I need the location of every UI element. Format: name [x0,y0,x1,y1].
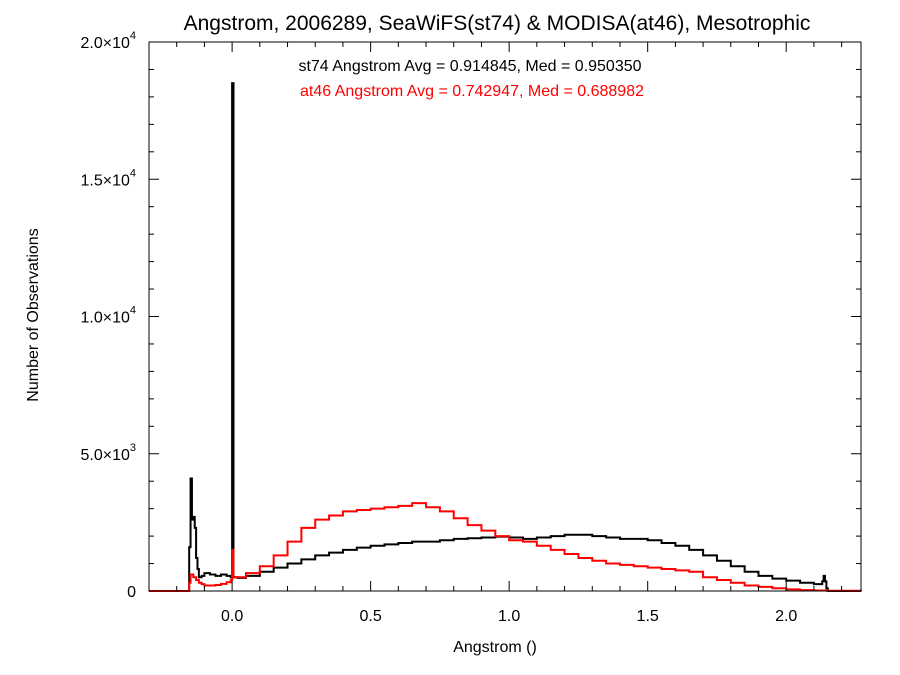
x-tick-label: 0.0 [221,608,243,625]
chart-title: Angstrom, 2006289, SeaWiFS(st74) & MODIS… [184,12,811,35]
annotation-st74: st74 Angstrom Avg = 0.914845, Med = 0.95… [298,58,641,75]
series-line-1 [149,502,862,592]
x-tick-label: 1.0 [498,608,520,625]
x-axis-label: Angstrom () [453,639,537,656]
x-tick-label: 0.5 [360,608,382,625]
series-line-0 [149,82,861,592]
y-tick-label: 1.5×104 [80,167,136,189]
y-tick-label: 1.0×104 [80,305,136,327]
x-tick-label: 1.5 [637,608,659,625]
ticks-layer: 0.0 0.5 1.0 1.5 2.0 0 5.0×103 1.0×104 1.5×104 2.0… [80,30,861,625]
y-tick-label: 5.0×103 [80,442,136,464]
y-axis-label: Number of Observations [25,228,42,401]
y-tick-label: 0 [127,584,136,601]
y-tick-label: 2.0×104 [80,30,136,52]
series-layer [149,82,862,592]
x-tick-label: 2.0 [775,608,797,625]
annotation-at46: at46 Angstrom Avg = 0.742947, Med = 0.68… [300,83,644,100]
